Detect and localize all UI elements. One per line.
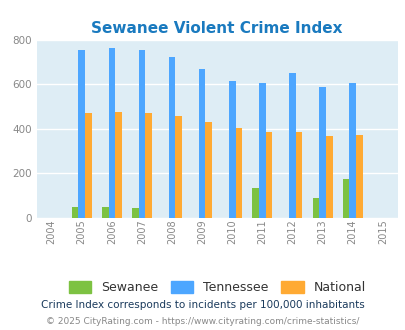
Bar — [115, 112, 122, 218]
Bar — [258, 82, 265, 218]
Bar — [288, 74, 295, 218]
Bar — [102, 207, 108, 218]
Bar — [355, 135, 362, 218]
Bar — [318, 87, 325, 218]
Text: © 2025 CityRating.com - https://www.cityrating.com/crime-statistics/: © 2025 CityRating.com - https://www.city… — [46, 317, 359, 326]
Bar — [205, 122, 211, 218]
Bar — [198, 69, 205, 218]
Legend: Sewanee, Tennessee, National: Sewanee, Tennessee, National — [65, 278, 369, 298]
Bar — [72, 207, 78, 218]
Bar — [228, 82, 235, 218]
Bar — [312, 198, 318, 218]
Bar — [252, 188, 258, 218]
Bar — [78, 50, 85, 218]
Title: Sewanee Violent Crime Index: Sewanee Violent Crime Index — [91, 21, 342, 36]
Text: Crime Index corresponds to incidents per 100,000 inhabitants: Crime Index corresponds to incidents per… — [41, 300, 364, 310]
Bar — [295, 132, 302, 218]
Bar — [342, 180, 349, 218]
Bar — [325, 136, 332, 218]
Bar — [168, 57, 175, 218]
Bar — [145, 113, 151, 218]
Bar — [265, 132, 272, 218]
Bar — [108, 48, 115, 218]
Bar — [349, 82, 355, 218]
Bar — [175, 116, 181, 218]
Bar — [85, 113, 92, 218]
Bar — [132, 208, 138, 218]
Bar — [235, 128, 242, 218]
Bar — [138, 50, 145, 218]
